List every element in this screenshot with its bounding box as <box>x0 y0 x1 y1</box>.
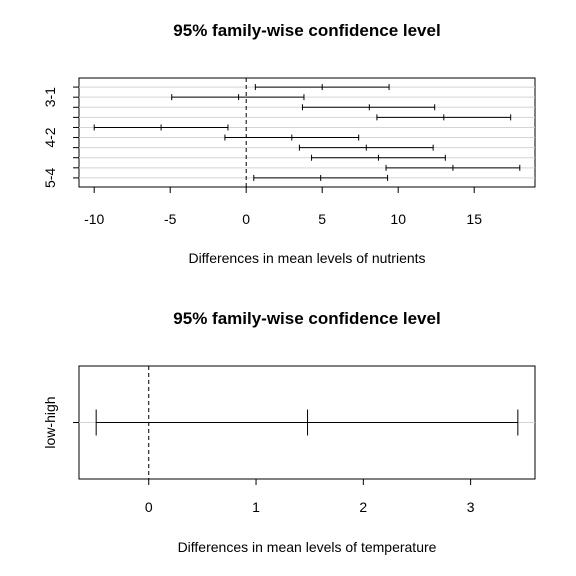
x-tick-label: 0 <box>242 211 250 227</box>
x-tick-label: 1 <box>252 499 260 515</box>
x-tick-label: 2 <box>359 499 367 515</box>
y-tick-label: 4-2 <box>42 127 58 147</box>
interval-1 <box>95 409 519 436</box>
nutrients-intervals <box>93 84 521 181</box>
temperature-panel: 95% family-wise confidence level 0 1 2 3 lo… <box>42 309 536 555</box>
interval-5 <box>93 124 229 131</box>
nutrients-panel: 95% family-wise confidence level -10 -5 0 5… <box>42 21 536 266</box>
temperature-chart-title: 95% family-wise confidence level <box>173 309 440 328</box>
x-tick-label: 5 <box>318 211 326 227</box>
interval-6 <box>224 134 360 141</box>
x-tick-label: -5 <box>164 211 177 227</box>
temperature-intervals <box>95 409 519 436</box>
interval-1 <box>254 84 390 91</box>
nutrients-plot-box <box>78 77 536 188</box>
interval-7 <box>298 144 434 151</box>
temperature-x-axis: 0 1 2 3 <box>145 478 475 515</box>
interval-3 <box>301 104 436 111</box>
interval-8 <box>311 154 446 161</box>
nutrients-chart-title: 95% family-wise confidence level <box>173 21 440 40</box>
nutrients-grid <box>79 86 535 179</box>
nutrients-x-axis-label: Differences in mean levels of nutrients <box>188 250 425 266</box>
interval-2 <box>171 94 305 101</box>
x-tick-label: 15 <box>466 211 482 227</box>
y-tick-label: 5-4 <box>42 168 58 188</box>
interval-10 <box>253 174 389 181</box>
interval-4 <box>376 114 512 121</box>
x-tick-label: -10 <box>84 211 104 227</box>
temperature-y-axis: low-high <box>42 396 79 449</box>
y-tick-label: low-high <box>42 396 58 448</box>
y-tick-label: 3-1 <box>42 87 58 107</box>
x-tick-label: 3 <box>467 499 475 515</box>
interval-9 <box>385 164 521 171</box>
x-tick-label: 10 <box>390 211 406 227</box>
temperature-x-axis-label: Differences in mean levels of temperatur… <box>178 539 437 555</box>
x-tick-label: 0 <box>145 499 153 515</box>
nutrients-x-axis: -10 -5 0 5 10 15 <box>84 186 482 227</box>
nutrients-y-axis: 3-1 4-2 5-4 <box>42 86 79 188</box>
